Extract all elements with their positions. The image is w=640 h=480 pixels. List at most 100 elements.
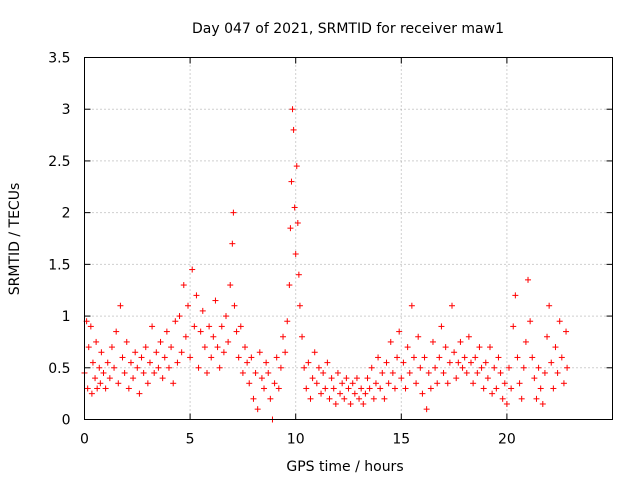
data-point bbox=[288, 178, 295, 185]
y-tick-label: 3.5 bbox=[48, 51, 70, 67]
x-axis-label: GPS time / hours bbox=[286, 459, 403, 475]
data-point bbox=[451, 349, 458, 356]
data-point bbox=[254, 406, 261, 413]
data-point bbox=[284, 318, 291, 325]
data-point bbox=[554, 369, 561, 376]
data-point bbox=[474, 369, 481, 376]
data-point bbox=[111, 364, 118, 371]
data-point bbox=[106, 375, 113, 382]
data-point bbox=[493, 385, 500, 392]
data-point bbox=[263, 359, 270, 366]
data-point bbox=[168, 344, 175, 351]
data-point bbox=[415, 333, 422, 340]
data-point bbox=[296, 302, 303, 309]
data-point bbox=[461, 354, 468, 361]
data-point bbox=[358, 385, 365, 392]
data-point bbox=[453, 375, 460, 382]
data-point bbox=[286, 282, 293, 289]
data-point bbox=[404, 344, 411, 351]
x-tick-label: 20 bbox=[498, 432, 516, 448]
y-tick-label: 1 bbox=[62, 309, 71, 325]
data-point bbox=[544, 333, 551, 340]
data-point bbox=[427, 385, 434, 392]
data-point bbox=[364, 375, 371, 382]
data-point bbox=[227, 282, 234, 289]
data-point bbox=[231, 302, 238, 309]
data-point bbox=[332, 400, 339, 407]
data-point bbox=[423, 406, 430, 413]
data-point bbox=[197, 328, 204, 335]
data-point bbox=[337, 390, 344, 397]
data-point bbox=[564, 364, 571, 371]
data-point bbox=[537, 385, 544, 392]
data-point bbox=[351, 390, 358, 397]
data-point bbox=[102, 385, 109, 392]
data-point bbox=[459, 364, 466, 371]
data-point bbox=[85, 344, 92, 351]
data-point bbox=[508, 385, 515, 392]
data-point bbox=[220, 349, 227, 356]
data-point bbox=[375, 354, 382, 361]
data-point bbox=[289, 106, 296, 113]
data-point bbox=[123, 338, 130, 345]
data-point bbox=[341, 395, 348, 402]
data-point bbox=[163, 328, 170, 335]
data-point bbox=[328, 375, 335, 382]
data-point bbox=[467, 359, 474, 366]
data-point bbox=[301, 364, 308, 371]
data-point bbox=[548, 359, 555, 366]
data-point bbox=[267, 395, 274, 402]
data-point bbox=[242, 344, 249, 351]
data-point bbox=[480, 385, 487, 392]
data-point bbox=[239, 369, 246, 376]
data-point bbox=[275, 385, 282, 392]
x-tick-label: 0 bbox=[80, 432, 89, 448]
data-point bbox=[199, 307, 206, 314]
data-point bbox=[522, 338, 529, 345]
data-point bbox=[280, 333, 287, 340]
data-point bbox=[84, 385, 91, 392]
data-point bbox=[356, 395, 363, 402]
x-tick-label: 5 bbox=[186, 432, 195, 448]
data-point bbox=[170, 380, 177, 387]
data-point bbox=[368, 364, 375, 371]
data-point bbox=[463, 369, 470, 376]
data-point bbox=[391, 385, 398, 392]
y-tick-label: 2.5 bbox=[48, 154, 70, 170]
data-point bbox=[512, 292, 519, 299]
data-point bbox=[146, 359, 153, 366]
data-point bbox=[153, 349, 160, 356]
data-point bbox=[261, 385, 268, 392]
tick-labels: 0 0.5 1 1.5 2 2.5 3 3.5 0 5 10 15 20 bbox=[48, 51, 516, 448]
data-point bbox=[432, 364, 439, 371]
y-tick-label: 0 bbox=[62, 413, 71, 429]
data-point bbox=[366, 385, 373, 392]
data-point bbox=[482, 359, 489, 366]
data-point bbox=[516, 380, 523, 387]
data-point bbox=[560, 380, 567, 387]
data-point bbox=[159, 375, 166, 382]
data-point bbox=[223, 313, 230, 320]
data-point bbox=[291, 204, 298, 211]
data-point bbox=[396, 328, 403, 335]
data-point bbox=[206, 323, 213, 330]
data-point bbox=[347, 400, 354, 407]
data-point bbox=[385, 380, 392, 387]
data-point bbox=[119, 354, 126, 361]
data-point bbox=[293, 163, 300, 170]
data-point bbox=[518, 395, 525, 402]
data-point bbox=[292, 251, 299, 258]
data-point bbox=[225, 338, 232, 345]
data-point bbox=[311, 349, 318, 356]
data-point bbox=[271, 380, 278, 387]
data-point bbox=[187, 354, 194, 361]
data-point bbox=[324, 359, 331, 366]
data-point bbox=[258, 375, 265, 382]
grid-lines bbox=[84, 57, 613, 420]
data-point bbox=[313, 380, 320, 387]
data-point bbox=[438, 323, 445, 330]
data-point bbox=[550, 385, 557, 392]
data-point bbox=[425, 369, 432, 376]
data-point bbox=[89, 359, 96, 366]
data-point bbox=[320, 369, 327, 376]
